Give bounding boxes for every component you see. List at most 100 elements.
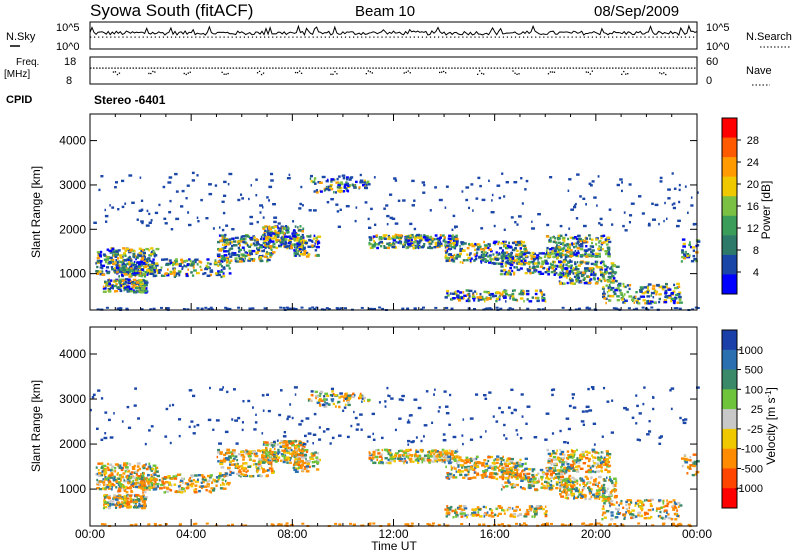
- echo-cell: [263, 451, 266, 454]
- echo-cell: [290, 237, 294, 240]
- echo-cell: [447, 461, 452, 465]
- echo-cell: [419, 234, 422, 238]
- echo-cell: [119, 268, 123, 271]
- echo-cell: [287, 440, 292, 443]
- echo-cell: [544, 260, 548, 263]
- echo-cell: [547, 270, 550, 273]
- echo-cell: [289, 461, 292, 464]
- echo-cell: [188, 478, 190, 482]
- echo-cell: [175, 490, 177, 494]
- echo-cell: [293, 246, 296, 249]
- echo-cell: [541, 296, 543, 300]
- echo-cell: [138, 483, 141, 487]
- echo-cell: [205, 489, 208, 492]
- echo-cell: [323, 189, 326, 192]
- echo-cell: [493, 472, 498, 475]
- echo-cell: [446, 244, 450, 247]
- echo-cell: [100, 260, 103, 263]
- echo-cell: [338, 175, 341, 178]
- echo-cell: [139, 272, 142, 275]
- freq-dot: [633, 67, 635, 69]
- cpid-value: Stereo -6401: [94, 93, 166, 107]
- echo-cell: [106, 248, 110, 251]
- echo-cell: [409, 222, 413, 226]
- echo-cell: [104, 280, 107, 283]
- echo-cell: [597, 175, 600, 178]
- echo-cell: [142, 251, 146, 255]
- echo-cell: [149, 308, 153, 311]
- echo-cell: [452, 297, 456, 300]
- echo-cell: [606, 266, 609, 269]
- freq-dot: [590, 67, 593, 69]
- echo-cell: [505, 260, 508, 264]
- echo-cell: [492, 253, 495, 256]
- echo-cell: [291, 450, 294, 453]
- echo-cell: [605, 284, 608, 287]
- echo-cell: [564, 253, 567, 256]
- echo-cell: [150, 250, 153, 254]
- echo-cell: [565, 254, 568, 257]
- echo-cell: [673, 301, 676, 305]
- echo-cell: [596, 277, 599, 280]
- echo-cell: [175, 474, 178, 478]
- echo-cell: [514, 298, 518, 302]
- echo-cell: [140, 497, 144, 500]
- echo-cell: [504, 262, 509, 265]
- echo-cell: [379, 455, 382, 458]
- echo-cell: [284, 442, 287, 445]
- echo-cell: [411, 204, 415, 207]
- echo-cell: [152, 464, 156, 467]
- echo-cell: [223, 243, 227, 246]
- echo-cell: [135, 273, 140, 276]
- echo-cell: [582, 197, 586, 200]
- echo-cell: [210, 487, 214, 490]
- echo-cell: [531, 266, 536, 269]
- echo-cell: [453, 253, 455, 257]
- echo-cell: [224, 457, 229, 460]
- echo-cell: [108, 479, 111, 482]
- echo-cell: [481, 464, 485, 467]
- echo-cell: [602, 285, 605, 289]
- freq-dot: [156, 67, 159, 69]
- echo-cell: [143, 281, 147, 285]
- echo-cell: [262, 458, 266, 461]
- nave-dot: [441, 71, 443, 73]
- echo-cell: [229, 255, 233, 258]
- echo-cell: [264, 244, 267, 247]
- echo-cell: [288, 441, 291, 444]
- echo-cell: [196, 216, 199, 219]
- echo-cell: [480, 251, 483, 254]
- noise-search-dot: [531, 36, 533, 38]
- echo-cell: [107, 478, 110, 482]
- echo-cell: [116, 271, 118, 274]
- echo-cell: [619, 292, 623, 295]
- echo-cell: [109, 286, 114, 289]
- noise-search-dot: [247, 36, 249, 38]
- noise-search-dot: [571, 36, 573, 38]
- echo-cell: [305, 255, 310, 258]
- echo-cell: [199, 265, 202, 268]
- echo-cell: [519, 297, 524, 300]
- freq-dot: [663, 67, 666, 69]
- noise-search-dot: [684, 36, 687, 38]
- echo-cell: [307, 245, 312, 248]
- echo-cell: [561, 268, 564, 271]
- echo-cell: [678, 295, 682, 299]
- echo-cell: [299, 225, 302, 228]
- echo-cell: [693, 257, 697, 261]
- echo-cell: [255, 194, 258, 197]
- echo-cell: [361, 400, 363, 403]
- echo-cell: [102, 478, 106, 481]
- echo-cell: [189, 477, 192, 480]
- echo-cell: [579, 261, 584, 264]
- echo-cell: [342, 177, 346, 180]
- echo-cell: [579, 262, 583, 265]
- nave-dot: [154, 71, 156, 73]
- freq-dot: [454, 67, 456, 69]
- echo-cell: [289, 452, 292, 455]
- echo-cell: [560, 265, 565, 268]
- echo-cell: [379, 241, 383, 244]
- echo-cell: [126, 476, 128, 479]
- echo-cell: [464, 459, 468, 462]
- echo-cell: [175, 262, 179, 266]
